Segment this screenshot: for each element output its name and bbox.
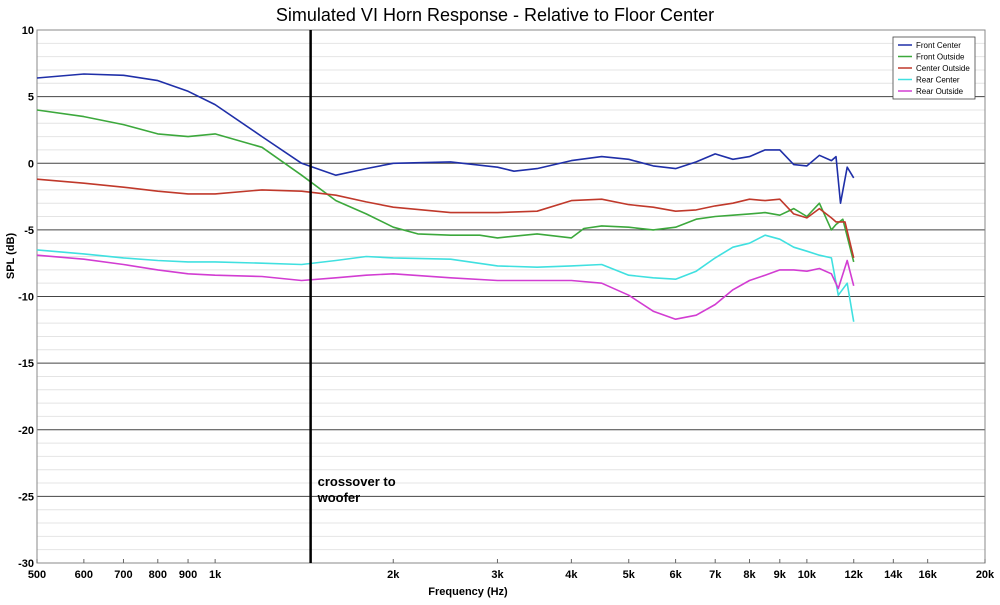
legend-label-front-center: Front Center [916, 41, 961, 50]
x-tick-label: 8k [743, 569, 756, 581]
y-tick-label: -25 [18, 491, 34, 503]
legend: Front Center Front Outside Center Outside R… [892, 36, 976, 100]
x-tick-label: 2k [387, 569, 400, 581]
x-tick-label: 700 [114, 569, 132, 581]
series-line-center-outside [36, 178, 855, 259]
y-tick-label: -15 [18, 358, 34, 370]
crossover-annotation-line-1: crossover to [318, 474, 396, 489]
y-tick-label: 10 [22, 25, 34, 37]
x-tick-label: 5k [623, 569, 636, 581]
y-tick-label: -5 [24, 225, 34, 237]
x-tick-label: 20k [976, 569, 995, 581]
x-tick-label: 6k [669, 569, 682, 581]
x-tick-label: 10k [798, 569, 817, 581]
legend-label-center-outside: Center Outside [916, 64, 970, 73]
y-axis-label: SPL (dB) [5, 233, 17, 280]
x-tick-labels: 500 600 700 800 900 1k 2k 3k 4k 5k 6k 7k 8k 9k 10k 12k 1… [28, 559, 995, 581]
series-line-front-center [36, 73, 855, 204]
x-tick-label: 600 [75, 569, 93, 581]
legend-label-rear-center: Rear Center [916, 76, 960, 85]
y-tick-label: -20 [18, 425, 34, 437]
x-tick-label: 4k [565, 569, 578, 581]
x-tick-label: 16k [918, 569, 937, 581]
x-tick-label: 1k [209, 569, 222, 581]
series-line-rear-center [36, 234, 855, 322]
major-gridlines [37, 29, 985, 564]
minor-gridlines [37, 42, 985, 551]
series-line-rear-outside [36, 254, 855, 320]
x-tick-label: 3k [491, 569, 504, 581]
y-tick-label: -10 [18, 292, 34, 304]
legend-label-rear-outside: Rear Outside [916, 87, 964, 96]
x-tick-label: 12k [845, 569, 864, 581]
y-tick-labels: 10 5 0 -5 -10 -15 -20 -25 -30 [18, 25, 34, 570]
plot-frame [36, 29, 986, 564]
x-tick-label: 900 [179, 569, 197, 581]
series-lines [36, 73, 855, 322]
y-tick-label: -30 [18, 558, 34, 570]
x-tick-label: 800 [149, 569, 167, 581]
x-tick-label: 14k [884, 569, 903, 581]
chart-title: Simulated VI Horn Response - Relative to… [276, 5, 714, 25]
legend-label-front-outside: Front Outside [916, 53, 965, 62]
x-tick-label: 500 [28, 569, 46, 581]
y-tick-label: 0 [28, 158, 34, 170]
x-tick-label: 9k [774, 569, 787, 581]
series-line-front-outside [36, 109, 855, 263]
x-axis-label: Frequency (Hz) [428, 586, 508, 598]
y-tick-label: 5 [28, 92, 34, 104]
x-tick-label: 7k [709, 569, 722, 581]
crossover-annotation-line-2: woofer [317, 490, 361, 505]
